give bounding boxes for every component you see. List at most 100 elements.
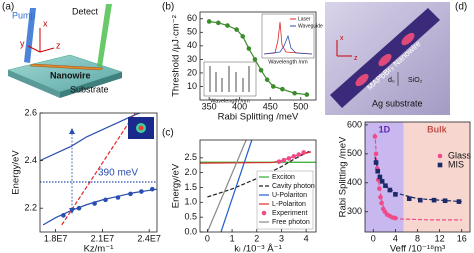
plot-area [365,122,470,232]
data-point [291,154,297,159]
series-line [220,140,253,232]
legend-label: U-Polariton [272,192,307,199]
y-tick-label: 600 [347,119,362,129]
y-tick-label: 50 [187,27,197,37]
data-point [387,187,393,193]
data-point [417,197,423,203]
inset-axis-title: Wavelength /nm [210,98,250,104]
y-tick-label: 2.0 [184,167,197,177]
y-tick-label: 0.5 [184,212,197,222]
data-point [281,157,287,163]
schematic-label: Detect [72,6,99,16]
arrow-head [69,208,75,214]
data-point [264,77,270,82]
x-tick-label: 0 [371,233,376,243]
schematic-label: SiO₂ [408,77,423,84]
x-tick-label: 2.1E7 [91,233,115,243]
data-point [373,151,379,157]
legend-swatch [261,210,267,216]
data-point [240,34,246,39]
legend-swatch [437,153,443,159]
x-tick-label: 4 [393,233,398,243]
data-point [378,194,383,200]
data-point [383,183,388,188]
schematic-label: d₀ [388,77,395,84]
data-point [61,213,66,218]
data-point [304,92,310,97]
x-tick-label: 1.8E7 [44,233,68,243]
data-point [377,174,383,180]
x-tick-label: 350 [202,101,217,111]
data-point [270,84,276,89]
schematic-label: Ag substrate [372,98,423,108]
x-tick-label: 2 [254,233,259,243]
x-axis-title: Rabi Splitting /meV [218,112,299,123]
legend-label: Exciton [272,174,295,181]
plot-area [40,113,157,226]
y-tick-label: 400 [347,177,362,187]
data-point [276,159,282,164]
data-point [76,205,82,211]
data-point [292,90,297,96]
inset-spectrum [263,34,313,55]
region [365,122,404,232]
series-line [61,113,136,226]
x-tick-label: 16 [457,233,467,243]
legend-label: Experiment [272,210,307,217]
series-line [42,188,157,226]
y-tick-label: 1.5 [184,182,197,192]
legend-label: Free photon [272,219,310,226]
data-point [225,23,230,28]
data-point [280,86,285,92]
x-tick-label: 450 [263,101,278,111]
plot-frame [199,11,317,101]
x-tick-label: 4 [304,233,309,243]
inset-legend-label: Laser [298,16,311,22]
y-tick-label: 20 [187,67,197,77]
data-point [406,196,412,202]
legend-label: L-Polariton [272,201,306,208]
schematic-label: Pump [12,10,36,20]
schematic-label: x [43,18,48,28]
schematic-a [7,4,123,98]
x-tick-label: 2.4E7 [137,233,161,243]
region-label: Bulk [427,124,447,134]
data-point [246,46,252,51]
inset-axis-title: Wavelength /nm [268,59,308,65]
legend-swatch [437,162,443,168]
legend-box [256,170,314,230]
panel-label: (c) [162,128,174,139]
series-line [40,113,141,162]
x-tick-label: 400 [232,101,247,111]
legend-label: MIS [448,159,464,169]
schematic-label: x [340,35,344,42]
schematic-label: z [56,40,61,50]
data-point [393,215,398,221]
data-point [301,150,306,155]
plot-frame [39,112,158,233]
y-axis-title: Threshold /μJ·cm⁻² [171,15,182,97]
y-tick-label: 10 [187,81,197,91]
data-point [377,186,382,191]
data-point [379,200,384,206]
data-point [373,160,379,165]
x-axis-title: kₗ /10⁻³ Å⁻¹ [234,244,282,253]
mode-inset [138,125,144,131]
data-point [139,189,144,194]
schematic-label: Nanowire [50,70,91,80]
data-point [216,20,221,26]
y-tick-label: 30 [187,54,197,64]
data-point [372,134,378,139]
y-axis-title: Energy/eV [11,150,22,195]
x-tick-label: 8 [415,233,420,243]
y-axis-title: Energy/eV [171,163,182,208]
panel-label: (a) [2,2,14,13]
y-tick-label: 2.4 [24,155,37,165]
x-tick-label: 12 [435,233,445,243]
data-point [128,191,133,197]
data-point [442,198,448,204]
y-tick-label: 2.2 [24,203,37,213]
y-axis-title: Rabi Splitting /meV [338,136,349,217]
data-point [206,19,212,24]
